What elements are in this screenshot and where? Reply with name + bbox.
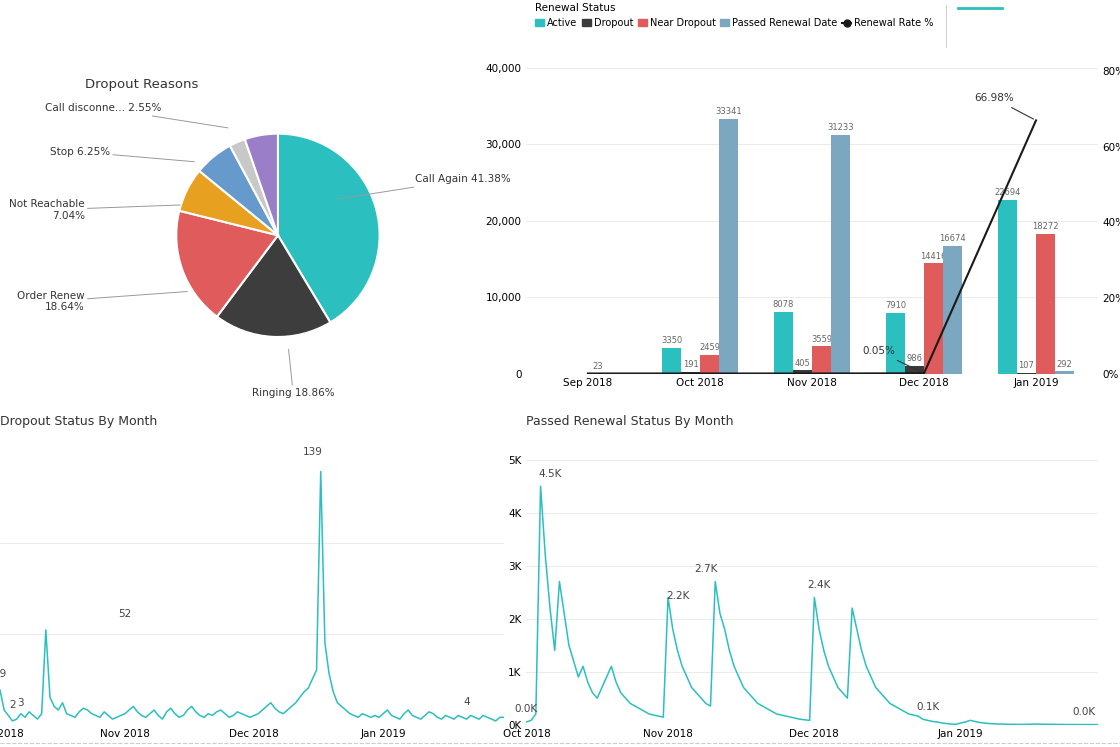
Text: Dropout Status By Month: Dropout Status By Month [0, 415, 157, 428]
Text: 52: 52 [119, 609, 131, 619]
Text: 19: 19 [0, 669, 7, 679]
Wedge shape [179, 171, 278, 235]
Bar [812, 347, 831, 374]
Bar [1017, 373, 1036, 374]
Text: 3350: 3350 [661, 336, 682, 345]
Text: 986: 986 [906, 354, 923, 363]
Text: 0.05%: 0.05% [862, 347, 922, 372]
Bar [943, 246, 962, 374]
Text: Stop 6.25%: Stop 6.25% [50, 147, 195, 162]
Text: 2.4K: 2.4K [808, 580, 831, 590]
Bar [662, 348, 681, 374]
Bar [924, 263, 943, 374]
Text: 3: 3 [18, 698, 25, 708]
Text: 14416: 14416 [921, 252, 946, 261]
Wedge shape [176, 211, 278, 317]
Text: 0.1K: 0.1K [916, 701, 940, 712]
Bar [831, 134, 850, 374]
Text: Call disconne... 2.55%: Call disconne... 2.55% [45, 103, 228, 128]
Text: 0.0K: 0.0K [515, 704, 538, 714]
Wedge shape [230, 139, 278, 235]
Wedge shape [245, 134, 278, 235]
Text: 107: 107 [1018, 361, 1035, 370]
Bar [1036, 234, 1055, 374]
Text: 2: 2 [9, 700, 16, 710]
Bar [793, 371, 812, 374]
Text: Passed Renewal Status By Month: Passed Renewal Status By Month [526, 415, 734, 428]
Bar [886, 313, 905, 374]
Bar [905, 366, 924, 374]
Text: 3559: 3559 [811, 335, 832, 344]
Text: 7910: 7910 [885, 301, 906, 310]
Text: 22694: 22694 [995, 188, 1020, 197]
Wedge shape [217, 235, 330, 337]
Bar [681, 372, 700, 374]
Text: 292: 292 [1056, 359, 1073, 368]
Text: 18272: 18272 [1033, 222, 1058, 231]
Text: 16674: 16674 [940, 235, 965, 244]
Text: 4: 4 [464, 696, 469, 707]
Text: Not Reachable
7.04%: Not Reachable 7.04% [9, 199, 180, 220]
Wedge shape [199, 146, 278, 235]
Text: Order Renew
18.64%: Order Renew 18.64% [17, 291, 187, 312]
Text: 33341: 33341 [716, 107, 741, 116]
Text: 4.5K: 4.5K [539, 468, 562, 479]
Text: 31233: 31233 [828, 123, 853, 132]
Text: 0.0K: 0.0K [1072, 707, 1095, 717]
Text: 191: 191 [682, 360, 699, 369]
Bar [700, 355, 719, 374]
Text: Dropout Reasons: Dropout Reasons [85, 78, 198, 90]
Text: Ringing 18.86%: Ringing 18.86% [252, 350, 335, 398]
Bar [774, 311, 793, 374]
Text: 2.7K: 2.7K [694, 564, 718, 574]
Text: 8078: 8078 [773, 300, 794, 309]
Text: 2459: 2459 [699, 343, 720, 352]
Text: 405: 405 [794, 359, 811, 368]
Text: 23: 23 [592, 362, 603, 371]
Text: 139: 139 [302, 447, 323, 457]
Legend: Active, Dropout, Near Dropout, Passed Renewal Date, Renewal Rate %: Active, Dropout, Near Dropout, Passed Re… [531, 0, 937, 32]
Text: 2.2K: 2.2K [665, 591, 689, 601]
Wedge shape [278, 134, 380, 323]
Text: Call Again 41.38%: Call Again 41.38% [338, 174, 511, 199]
Text: 66.98%: 66.98% [974, 93, 1034, 119]
Bar [719, 119, 738, 374]
Bar [1055, 371, 1074, 374]
Bar [998, 200, 1017, 374]
